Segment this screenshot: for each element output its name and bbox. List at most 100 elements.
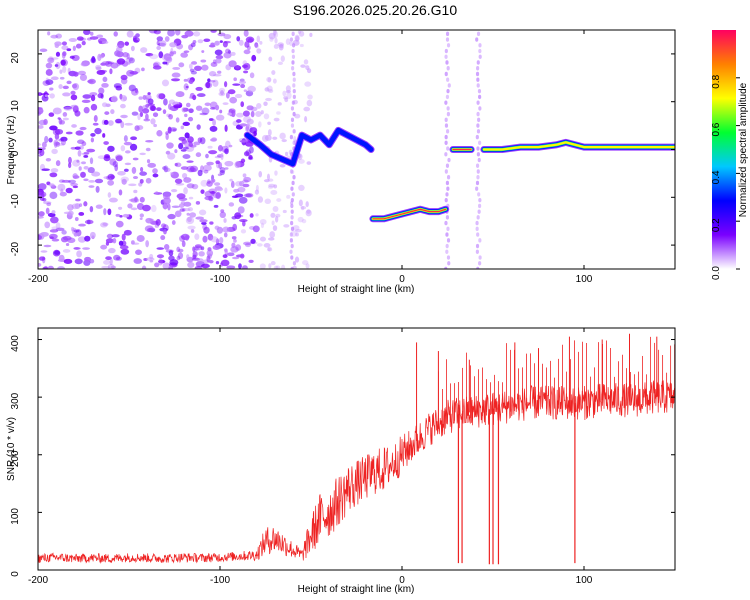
spectrogram-noise-blob: [300, 206, 305, 211]
spectrogram-noise-blob: [115, 155, 123, 162]
spectrogram-noise-blob: [267, 129, 272, 136]
spectrogram-y-label: Frequency (Hz): [6, 116, 17, 185]
spectrogram-noise-blob: [276, 198, 282, 202]
spectrogram-noise-blob: [170, 189, 178, 193]
spectrogram-noise-blob: [274, 216, 279, 223]
spectrogram-noise-blob: [55, 160, 61, 167]
spectrogram-noise-blob: [236, 112, 244, 118]
spectrogram-noise-blob: [196, 124, 201, 130]
spectrogram-ridges-layer: [243, 126, 675, 223]
spectrogram-noise-blob: [165, 132, 169, 141]
spectrogram-noise-blob: [143, 118, 151, 122]
spectrogram-noise-blob: [62, 65, 67, 74]
spectrogram-noise-blob: [111, 234, 120, 238]
spectrogram-noise-blob: [89, 31, 94, 36]
spectrogram-noise-blob: [89, 36, 99, 40]
spectrogram-noise-blob: [113, 31, 118, 37]
spectrogram-noise-blob: [107, 61, 114, 65]
spectrogram-noise-blob: [94, 178, 104, 184]
spectrogram-noise-blob: [104, 60, 113, 67]
spectrogram-noise-blob: [184, 142, 191, 148]
spectrogram-noise-blob: [166, 113, 171, 118]
spectrogram-noise-blob: [77, 70, 86, 76]
spectrogram-noise-blob: [83, 154, 89, 158]
spectrogram-noise-blob: [79, 74, 88, 81]
spectrogram-noise-blob: [256, 102, 262, 109]
spectrogram-noise-blob: [92, 122, 99, 126]
spectrogram-noise-blob: [190, 229, 195, 233]
spectrogram-noise-blob: [249, 146, 254, 154]
spectrogram-noise-blob: [58, 138, 65, 142]
spectrogram-noise-blob: [163, 98, 168, 106]
spectrogram-noise-blob: [90, 132, 96, 137]
spectrogram-noise-blob: [86, 219, 91, 225]
spectrogram-streak-blob: [444, 100, 448, 105]
spectrogram-streak-blob: [476, 175, 480, 180]
spectrogram-streak-blob: [445, 60, 449, 65]
spectrogram-noise-blob: [167, 203, 171, 211]
spectrogram-noise-blob: [228, 144, 233, 148]
spectrogram-noise-blob: [130, 136, 137, 141]
spectrogram-streak-blob: [475, 180, 480, 186]
spectrogram-noise-blob: [158, 51, 164, 59]
spectrogram-noise-blob: [275, 213, 281, 218]
spectrogram-noise-blob: [107, 120, 114, 126]
spectrogram-noise-blob: [267, 247, 273, 252]
spectrogram-noise-blob: [130, 207, 138, 211]
spectrogram-noise-blob: [235, 93, 243, 99]
spectrogram-streak-blob: [444, 220, 448, 226]
spectrogram-noise-blob: [245, 36, 255, 43]
spectrogram-noise-blob: [81, 40, 86, 46]
spectrogram-noise-blob: [84, 235, 91, 242]
spectrogram-noise-blob: [300, 206, 307, 210]
spectrogram-noise-blob: [186, 216, 192, 223]
spectrogram-noise-blob: [180, 125, 185, 130]
spectrogram-noise-blob: [152, 168, 158, 174]
spectrogram-noise-blob: [224, 160, 234, 167]
spectrogram-streak-blob: [445, 232, 449, 237]
spectrogram-streak-blob: [292, 140, 296, 146]
spectrogram-noise-blob: [275, 265, 281, 269]
spectrogram-noise-blob: [214, 40, 220, 46]
spectrogram-noise-blob: [59, 76, 65, 80]
spectrogram-noise-blob: [248, 154, 253, 160]
spectrogram-noise-blob: [210, 42, 215, 47]
spectrogram-streak-blob: [477, 88, 482, 94]
spectrogram-streak-blob: [478, 106, 482, 111]
spectrogram-streak-blob: [478, 54, 482, 59]
spectrogram-noise-blob: [259, 236, 267, 242]
spectrogram-noise-blob: [90, 103, 98, 111]
spectrogram-streak-blob: [292, 71, 296, 77]
spectrogram-noise-blob: [183, 187, 188, 195]
spectrogram-noise-blob: [99, 54, 105, 59]
spectrogram-noise-blob: [197, 169, 203, 177]
spectrogram-noise-blob: [138, 96, 143, 100]
spectrogram-noise-blob: [224, 81, 228, 88]
spectrogram-noise-blob: [197, 137, 203, 143]
spectrogram-noise-blob: [242, 110, 250, 117]
spectrogram-noise-blob: [50, 57, 59, 60]
spectrogram-noise-blob: [77, 236, 87, 243]
spectrogram-noise-blob: [208, 71, 217, 77]
spectrogram-noise-blob: [193, 141, 201, 146]
spectrogram-streak-blob: [290, 209, 294, 214]
spectrogram-noise-blob: [258, 170, 263, 178]
spectrogram-noise-blob: [83, 166, 89, 170]
spectrogram-noise-blob: [70, 226, 75, 232]
spectrogram-noise-blob: [186, 212, 190, 216]
spectrogram-noise-blob: [107, 173, 115, 181]
spectrogram-streak-blob: [476, 83, 480, 88]
spectrogram-noise-blob: [139, 196, 145, 203]
spectrogram-noise-blob: [209, 221, 214, 225]
spectrogram-noise-blob: [51, 238, 60, 242]
spectrogram-noise-blob: [236, 119, 242, 123]
spectrogram-noise-blob: [202, 235, 208, 243]
spectrogram-noise-blob: [298, 159, 305, 164]
spectrogram-streak-blob: [478, 261, 482, 266]
spectrogram-noise-blob: [237, 206, 245, 214]
spectrogram-noise-blob: [215, 260, 220, 265]
spectrogram-noise-blob: [200, 59, 207, 63]
spectrogram-noise-blob: [273, 117, 280, 122]
snr-x-tick-label: 100: [576, 575, 593, 586]
